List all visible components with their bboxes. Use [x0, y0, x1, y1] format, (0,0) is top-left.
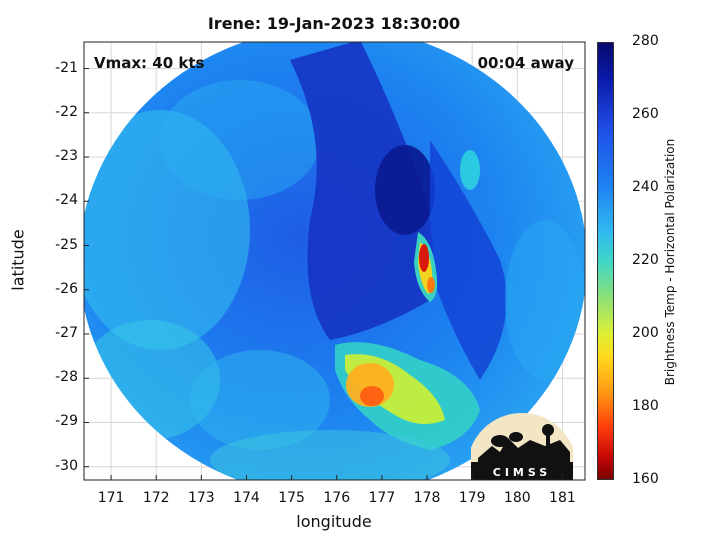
x-axis-label: longitude [296, 512, 372, 531]
colorbar-tick-label: 180 [632, 398, 659, 414]
colorbar-tick-label: 240 [632, 179, 659, 195]
x-tick-label: 172 [142, 490, 170, 506]
y-tick-label: -29 [55, 413, 78, 430]
y-tick-label: -30 [55, 457, 78, 474]
colorbar-tick-label: 280 [632, 33, 659, 49]
colorbar-tick-label: 160 [632, 471, 659, 487]
x-tick-label: 181 [549, 490, 576, 506]
plot-title: Irene: 19-Jan-2023 18:30:00 [207, 14, 461, 33]
y-axis-label: latitude [8, 229, 28, 291]
x-tick-label: 178 [413, 490, 441, 506]
y-tick-label: -27 [55, 325, 78, 341]
axes-frame [83, 41, 586, 481]
x-tick-label: 179 [458, 490, 486, 506]
colorbar [597, 42, 614, 480]
x-tick-label: 176 [323, 490, 351, 506]
x-tick-label: 180 [503, 490, 531, 506]
y-tick-label: -28 [55, 369, 78, 386]
x-tick-label: 175 [278, 490, 305, 506]
colorbar-tick-label: 260 [632, 106, 659, 122]
y-tick-label: -22 [55, 103, 78, 120]
y-tick-label: -23 [55, 148, 78, 165]
x-tick-label: 173 [187, 490, 215, 506]
colorbar-tick-label: 220 [632, 252, 659, 268]
y-tick-label: -26 [55, 280, 78, 297]
time-away-annotation: 00:04 away [477, 54, 574, 72]
brightness-temperature-swath [84, 42, 585, 480]
logo-text: CIMSS [493, 466, 551, 479]
tick-marks [84, 68, 563, 480]
x-tick-label: 174 [233, 490, 260, 506]
x-tick-label: 177 [368, 490, 396, 506]
y-tick-label: -25 [55, 236, 78, 253]
y-tick-label: -21 [55, 59, 78, 76]
colorbar-tick-label: 200 [632, 325, 659, 341]
vmax-annotation: Vmax: 40 kts [94, 54, 205, 72]
cimss-logo: CIMSS [471, 413, 573, 480]
colorbar-label: Brightness Temp - Horizontal Polarizatio… [663, 138, 677, 386]
y-tick-label: -24 [55, 192, 78, 209]
x-tick-label: 171 [97, 490, 125, 506]
